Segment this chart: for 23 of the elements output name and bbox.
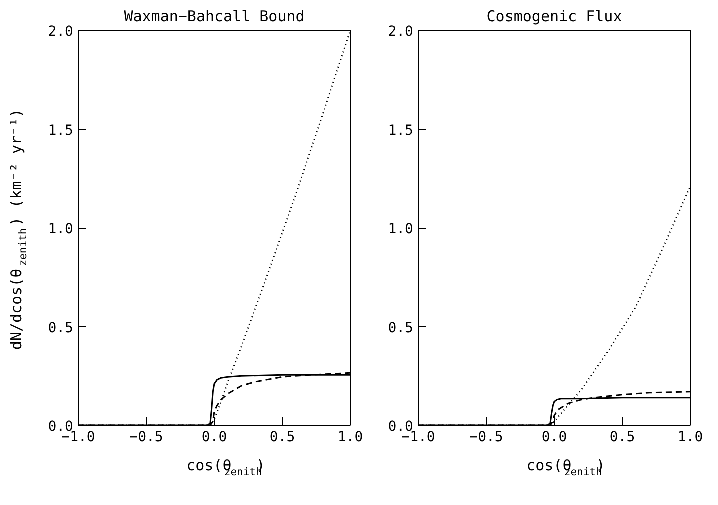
y-tick-label: 1.5 [388,122,414,139]
x-axis-title: cos(θzenith) [526,456,606,478]
x-tick-label: −0.5 [470,430,504,446]
y-tick-label: 2.0 [388,24,414,40]
x-tick-label: −1.0 [62,430,96,446]
y-tick-label: 2.0 [48,24,74,40]
x-tick-label: 0.0 [202,430,228,446]
x-axis-title: cos(θzenith) [186,456,266,478]
y-axis-title: dN/dcos(θzenith) (km⁻² yr⁻¹) [8,108,30,350]
y-tick-label: 1.0 [388,222,414,238]
y-tick-label: 0.5 [48,320,74,336]
x-tick-label: 0.0 [542,430,568,446]
y-tick-label: 1.5 [48,122,74,139]
y-tick-label: 1.0 [48,222,74,238]
chart-title: Waxman−Bahcall Bound [124,8,305,26]
x-tick-label: −1.0 [402,430,436,446]
x-tick-label: 1.0 [678,430,704,446]
y-tick-label: 0.5 [388,320,414,336]
chart-title: Cosmogenic Flux [486,8,622,26]
x-tick-label: 0.5 [270,430,296,446]
x-tick-label: 0.5 [610,430,636,446]
x-tick-label: −0.5 [130,430,164,446]
x-tick-label: 1.0 [338,430,364,446]
